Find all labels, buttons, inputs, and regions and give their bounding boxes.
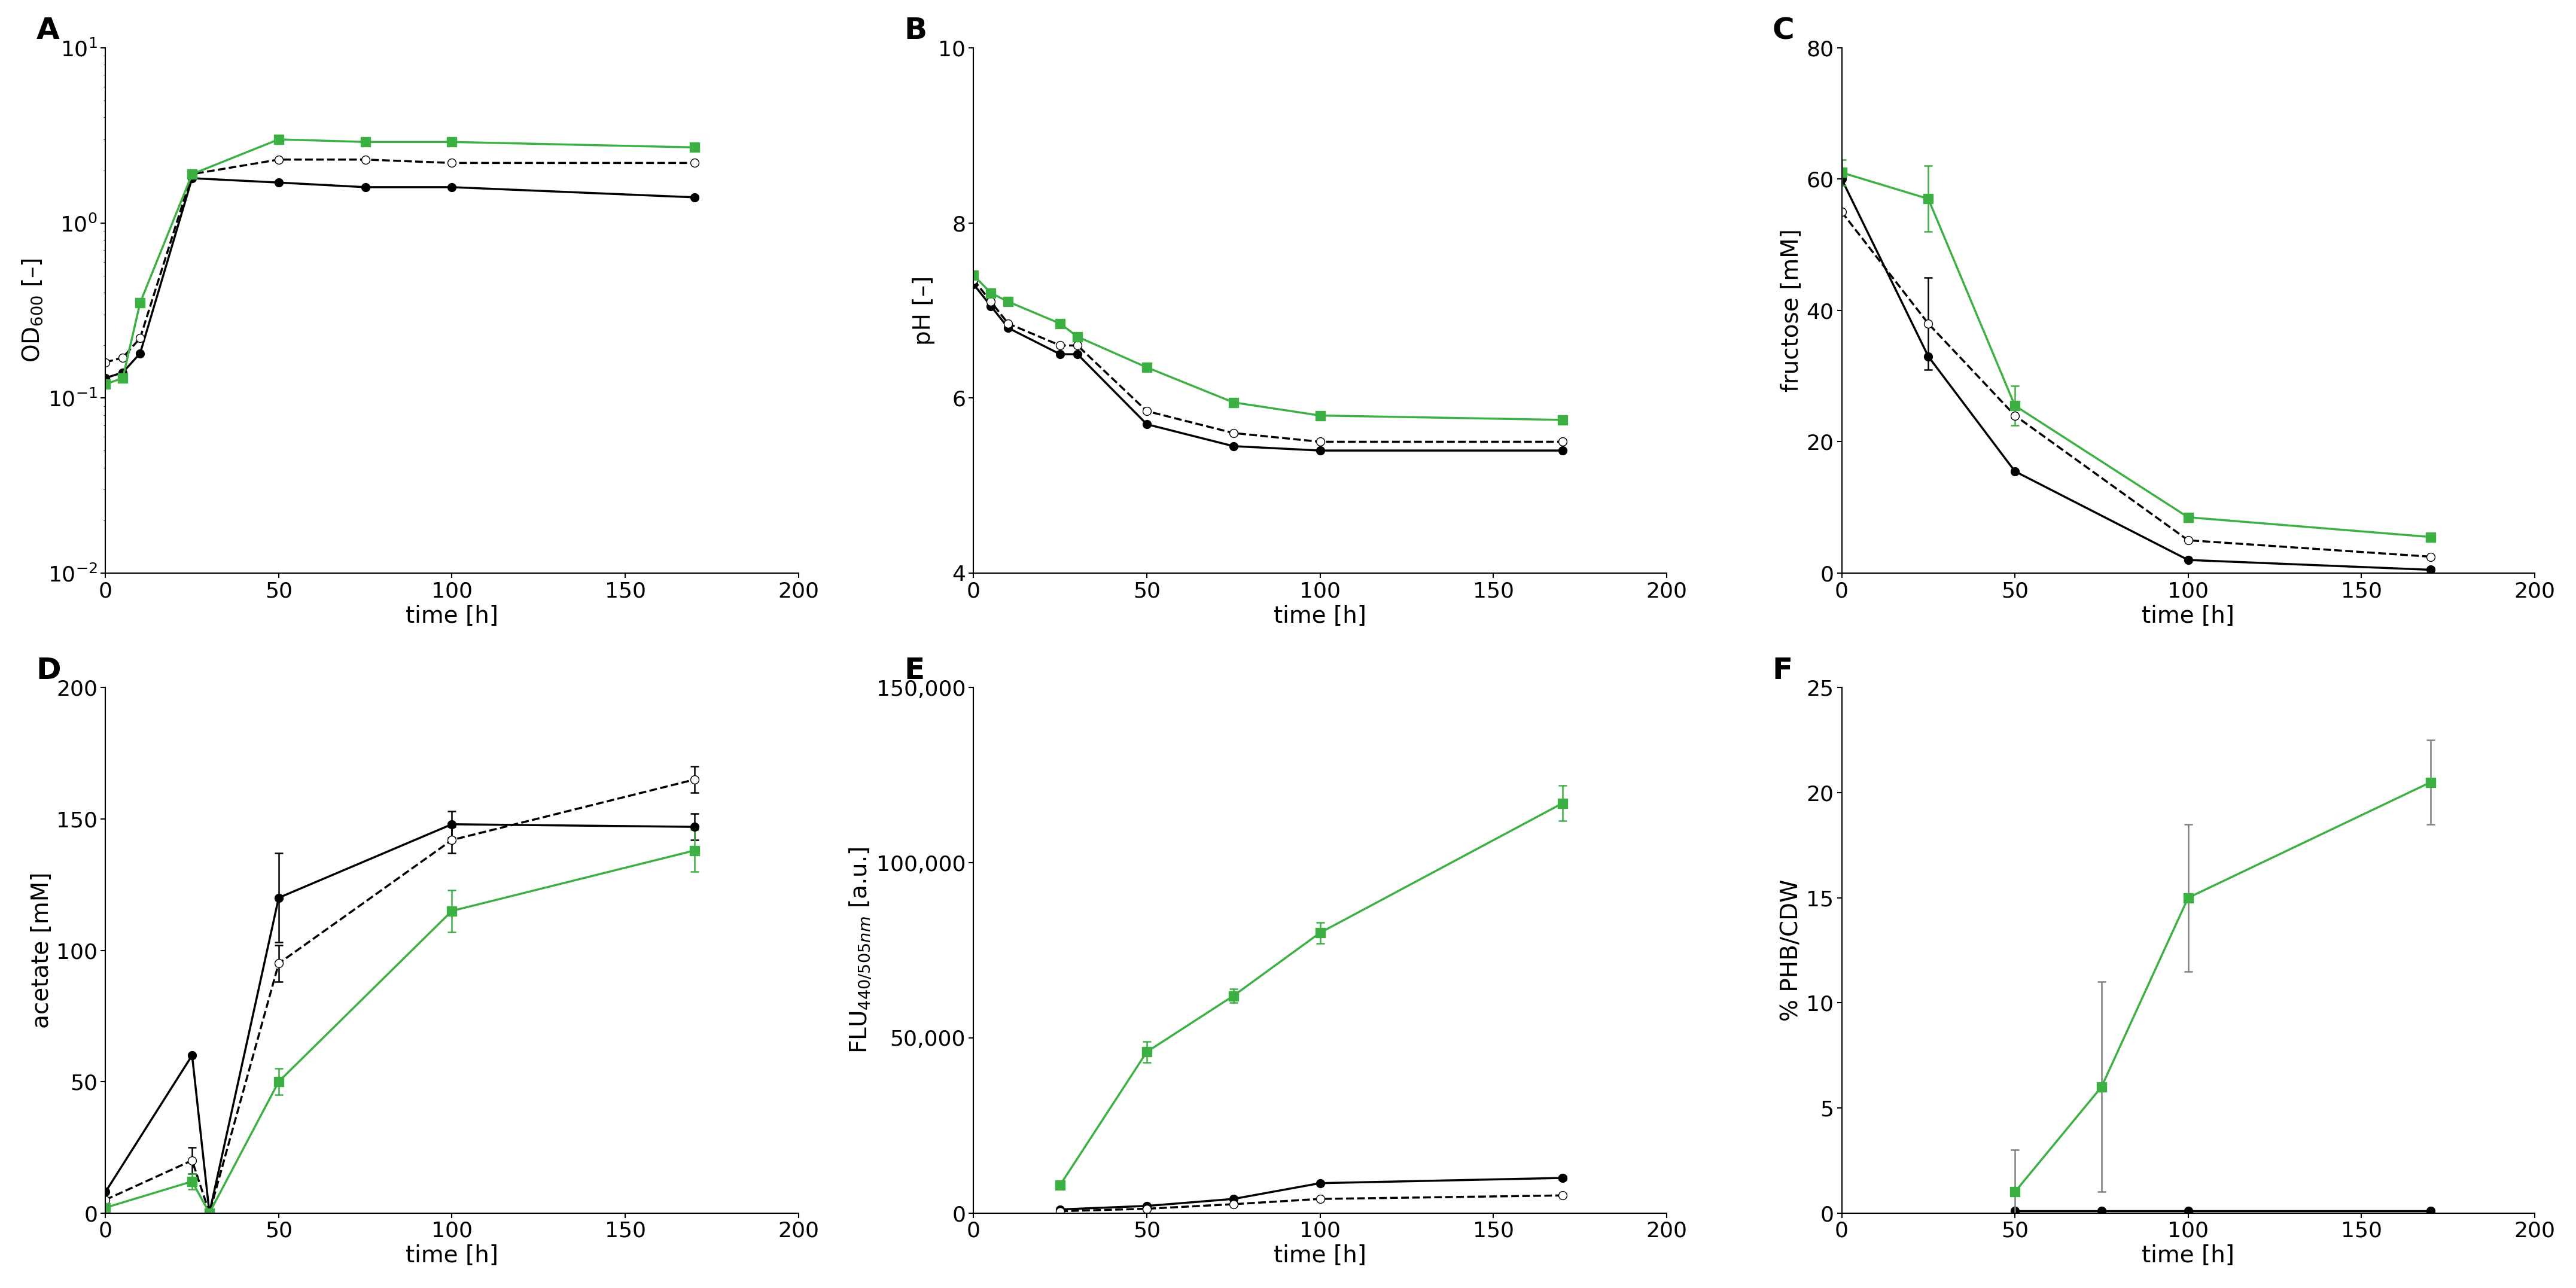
X-axis label: time [h]: time [h] bbox=[2141, 604, 2233, 627]
Text: D: D bbox=[36, 656, 62, 685]
X-axis label: time [h]: time [h] bbox=[1273, 604, 1365, 627]
Text: A: A bbox=[36, 17, 59, 45]
Text: B: B bbox=[904, 17, 927, 45]
X-axis label: time [h]: time [h] bbox=[404, 1244, 497, 1267]
Text: E: E bbox=[904, 656, 925, 685]
Text: C: C bbox=[1772, 17, 1795, 45]
Y-axis label: % PHB/CDW: % PHB/CDW bbox=[1780, 880, 1803, 1021]
Text: F: F bbox=[1772, 656, 1793, 685]
X-axis label: time [h]: time [h] bbox=[404, 604, 497, 627]
Y-axis label: FLU$_{440/505nm}$ [a.u.]: FLU$_{440/505nm}$ [a.u.] bbox=[848, 848, 873, 1054]
Y-axis label: pH [–]: pH [–] bbox=[912, 276, 935, 345]
Y-axis label: acetate [mM]: acetate [mM] bbox=[31, 872, 54, 1029]
Y-axis label: OD$_{600}$ [–]: OD$_{600}$ [–] bbox=[21, 258, 44, 363]
Y-axis label: fructose [mM]: fructose [mM] bbox=[1780, 229, 1803, 392]
X-axis label: time [h]: time [h] bbox=[1273, 1244, 1365, 1267]
X-axis label: time [h]: time [h] bbox=[2141, 1244, 2233, 1267]
